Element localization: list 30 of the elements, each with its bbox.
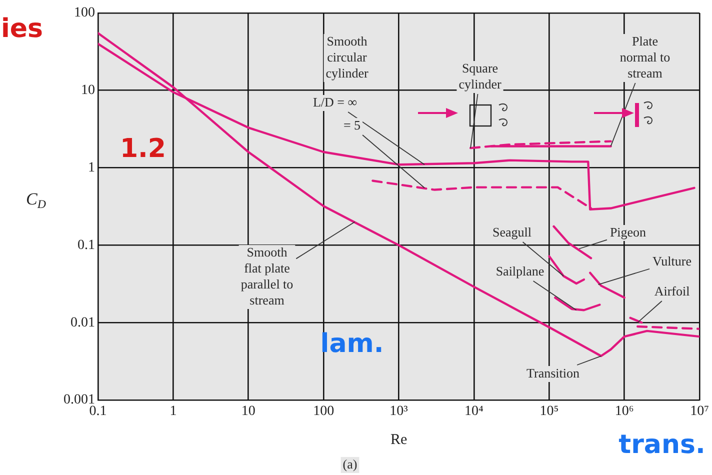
annotation: Smooth flat plate parallel to stream: [240, 244, 294, 308]
annotation: Seagull: [492, 224, 532, 240]
x-tick-label: 10: [241, 404, 256, 420]
text: (a): [342, 456, 358, 472]
annotation: 1.2: [120, 134, 166, 164]
annotation: Plate normal to stream: [620, 33, 670, 80]
x-tick-label: 10⁶: [614, 404, 634, 420]
annotation: Sailplane: [496, 263, 544, 278]
x-tick-label: 10³: [390, 404, 408, 420]
y-tick-label: 0.01: [70, 315, 95, 330]
annotation: Pigeon: [610, 224, 647, 240]
annotation: Square cylinder: [458, 60, 502, 92]
annotation: L/D = ∞: [312, 94, 358, 110]
x-tick-label: 1: [170, 404, 177, 420]
text: ies: [0, 14, 44, 44]
x-tick-label: 10⁷: [690, 404, 710, 420]
x-axis-title: Re: [390, 432, 408, 448]
annotation: Smooth circular cylinder: [326, 33, 369, 80]
x-tick-label: 100: [313, 404, 334, 420]
text: trans.: [618, 430, 706, 460]
y-tick-label: 10: [81, 83, 95, 98]
y-tick-label: 100: [74, 6, 95, 21]
y-tick-label: 1: [88, 160, 95, 176]
x-tick-label: 10⁴: [464, 404, 484, 420]
annotation: Vulture: [652, 253, 692, 268]
y-tick-label: 0.1: [78, 238, 95, 253]
annotation: Airfoil: [654, 283, 690, 298]
x-tick-label: 10⁵: [540, 404, 559, 420]
annotation: = 5: [343, 117, 361, 132]
annotation: Transition: [526, 365, 580, 380]
